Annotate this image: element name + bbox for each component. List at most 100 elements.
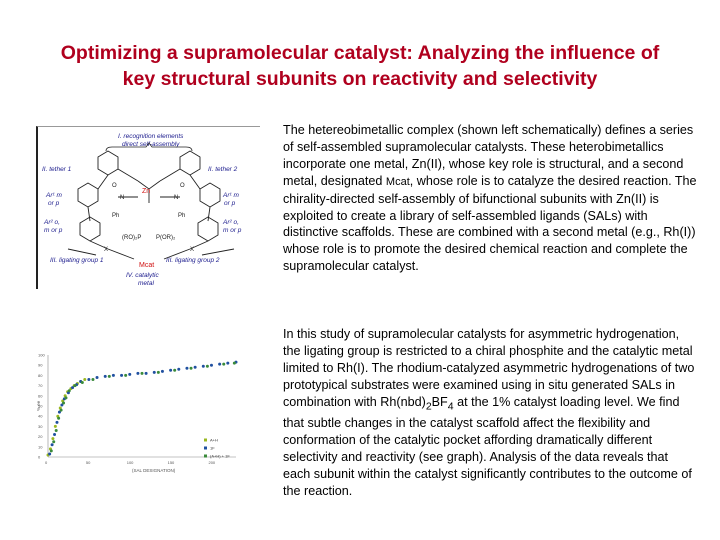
x-tick-label: 50 bbox=[86, 460, 91, 465]
y-tick-label: 70 bbox=[38, 383, 43, 388]
data-point bbox=[55, 420, 59, 424]
p1-mcat: Mcat bbox=[385, 175, 410, 188]
data-point bbox=[53, 433, 57, 437]
data-point bbox=[128, 372, 132, 376]
y-tick-label: 100 bbox=[38, 353, 45, 358]
p2-sub-2: 2 bbox=[425, 400, 432, 413]
data-point bbox=[173, 368, 177, 372]
data-point bbox=[160, 369, 164, 373]
svg-text:N: N bbox=[120, 195, 124, 201]
svg-text:O: O bbox=[112, 183, 117, 189]
data-point bbox=[152, 370, 156, 374]
title-line-2: key structural subunits on reactivity an… bbox=[122, 68, 598, 90]
label-metal: metal bbox=[138, 280, 154, 287]
selectivity-chart: 100 90 80 70 60 50 40 30 20 10 0 0 50 100 150 200 % ee… bbox=[36, 349, 250, 475]
data-point bbox=[189, 366, 193, 370]
label-orp-right: or p bbox=[224, 200, 236, 207]
data-point bbox=[185, 366, 189, 370]
legend-label: (A+H) + 1F bbox=[210, 454, 230, 459]
label-recognition: I. recognition elements bbox=[118, 133, 184, 140]
y-tick-label: 50 bbox=[38, 404, 43, 409]
data-point bbox=[57, 410, 61, 414]
data-point bbox=[205, 364, 209, 368]
x-tick-label: 150 bbox=[168, 460, 175, 465]
y-tick-label: 30 bbox=[38, 424, 43, 429]
label-ar1-left: Ar¹ m bbox=[45, 192, 62, 199]
x-tick-label: 200 bbox=[208, 460, 215, 465]
data-point bbox=[124, 373, 128, 377]
data-point bbox=[53, 424, 57, 428]
label-ligating-2: III. ligating group 2 bbox=[166, 257, 220, 264]
legend-label: A+H bbox=[210, 438, 218, 443]
svg-text:Ph: Ph bbox=[178, 213, 185, 219]
data-point bbox=[52, 440, 56, 444]
data-point bbox=[232, 361, 236, 365]
data-point bbox=[103, 374, 107, 378]
data-point bbox=[169, 368, 173, 372]
data-point bbox=[48, 452, 52, 456]
p2-text-before: In this study of supramolecular catalyst… bbox=[283, 327, 695, 409]
label-ar2-right: Ar² o, bbox=[222, 219, 239, 226]
schematic-svg: I. recognition elements direct self-asse… bbox=[42, 133, 242, 287]
y-tick-label: 40 bbox=[38, 414, 43, 419]
data-point bbox=[80, 381, 84, 385]
data-point bbox=[87, 377, 91, 381]
data-point bbox=[222, 362, 226, 366]
y-tick-label: 60 bbox=[38, 393, 43, 398]
y-tick-label: 90 bbox=[38, 363, 43, 368]
data-point bbox=[156, 370, 160, 374]
label-catalytic: IV. catalytic bbox=[126, 272, 160, 279]
data-point bbox=[51, 437, 55, 441]
y-tick-label: 20 bbox=[38, 434, 43, 439]
data-point bbox=[95, 375, 99, 379]
label-tether-1: II. tether 1 bbox=[42, 166, 72, 173]
p1-text-after: , whose role is to catalyze the desired … bbox=[283, 173, 697, 274]
title-line-1: Optimizing a supramolecular catalyst: An… bbox=[60, 42, 660, 64]
data-point bbox=[57, 416, 61, 420]
label-orp-left: or p bbox=[48, 200, 60, 207]
data-point bbox=[73, 384, 77, 388]
x-tick-label: 100 bbox=[127, 460, 134, 465]
legend-swatch bbox=[204, 446, 207, 450]
x-axis-label: (SAL DESIGNATION) bbox=[132, 468, 176, 473]
label-ligating-1: III. ligating group 1 bbox=[50, 257, 104, 264]
p2-sub-4: 4 bbox=[447, 400, 454, 413]
data-point bbox=[64, 396, 68, 400]
label-ar2-left: Ar² o, bbox=[43, 219, 60, 226]
description-paragraph-1: The hetereobimetallic complex (shown lef… bbox=[283, 122, 698, 275]
p2-text-mid: BF bbox=[431, 394, 448, 409]
p1-text-before: The hetereobimetallic complex (shown lef… bbox=[283, 123, 694, 188]
data-point bbox=[144, 371, 148, 375]
label-ar1-right: Ar¹ m bbox=[222, 192, 239, 199]
y-tick-label: 0 bbox=[38, 455, 41, 460]
svg-text:X: X bbox=[104, 247, 108, 253]
y-axis-label: % ee bbox=[36, 400, 41, 411]
page-title: Optimizing a supramolecular catalyst: An… bbox=[30, 40, 690, 92]
svg-text:Ph: Ph bbox=[112, 213, 119, 219]
data-point bbox=[91, 377, 95, 381]
description-paragraph-2: In this study of supramolecular catalyst… bbox=[283, 326, 698, 500]
data-point bbox=[71, 386, 75, 390]
data-point bbox=[83, 377, 87, 381]
data-point bbox=[177, 367, 181, 371]
data-point bbox=[201, 364, 205, 368]
label-morp-right: m or p bbox=[223, 227, 242, 234]
data-point bbox=[193, 365, 197, 369]
legend-label: 1F bbox=[210, 446, 215, 451]
data-point bbox=[50, 443, 54, 447]
data-point bbox=[111, 373, 115, 377]
label-morp-left: m or p bbox=[44, 227, 63, 234]
data-point bbox=[107, 374, 111, 378]
data-point bbox=[226, 361, 230, 365]
data-point bbox=[49, 449, 53, 453]
p2-text-after: at the 1% catalyst loading level. We fin… bbox=[283, 394, 692, 498]
data-point bbox=[62, 401, 66, 405]
svg-text:O: O bbox=[180, 183, 185, 189]
data-point bbox=[140, 371, 144, 375]
x-tick-label: 0 bbox=[45, 460, 48, 465]
svg-text:(RO)₂P: (RO)₂P bbox=[122, 235, 141, 241]
data-point bbox=[59, 408, 63, 412]
data-point bbox=[60, 403, 64, 407]
label-tether-2: II. tether 2 bbox=[208, 166, 238, 173]
